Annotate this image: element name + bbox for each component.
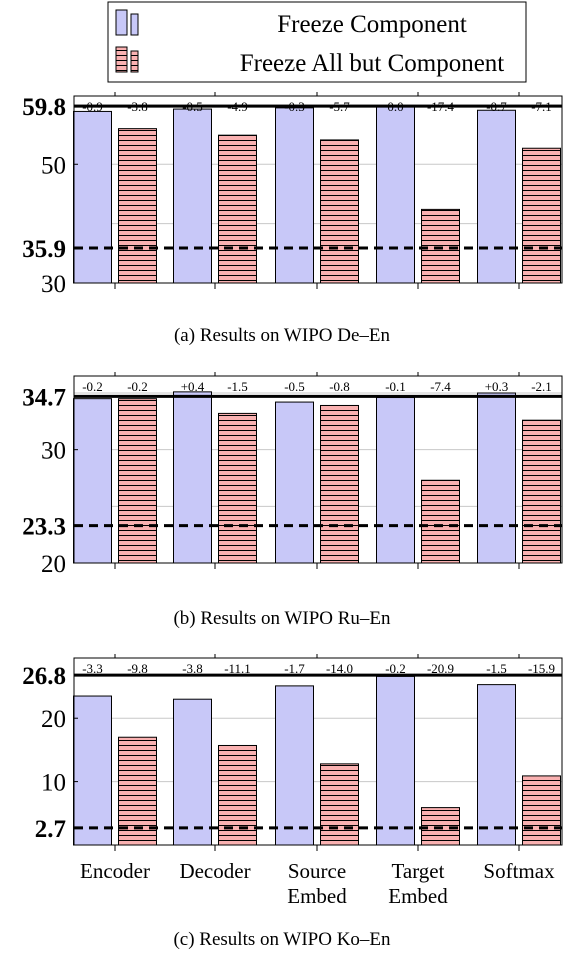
y-tick-label: 20 [41,706,66,733]
x-category-label: Target [392,859,445,883]
legend-label-freeze-component: Freeze Component [277,11,467,38]
data-label: +0.3 [485,379,509,394]
panel-caption: (a) Results on WIPO De–En [174,325,391,346]
panel-caption: (b) Results on WIPO Ru–En [173,608,391,629]
bar-freeze-all-but-component [321,405,359,563]
data-label: -7.4 [430,379,451,394]
y-tick-label: 23.3 [22,514,66,541]
bar-freeze-all-but-component [219,413,257,563]
legend: Freeze Component Freeze All but Componen… [108,2,526,82]
data-label: +0.4 [181,379,205,394]
bar-freeze-component [377,676,415,845]
bar-freeze-all-but-component [119,399,157,563]
y-tick-label: 30 [41,438,66,465]
bar-freeze-component [276,108,314,283]
y-tick-label: 35.9 [22,236,66,263]
bar-freeze-component [276,402,314,563]
bar-freeze-all-but-component [219,745,257,845]
bar-freeze-component [174,109,212,283]
bar-freeze-all-but-component [422,209,460,283]
x-category-label: Decoder [179,859,250,883]
bar-freeze-component [276,686,314,845]
y-tick-label: 26.8 [22,663,66,690]
y-tick-label: 34.7 [22,384,66,411]
legend-label-freeze-all-but-component: Freeze All but Component [240,50,505,77]
x-category-label: Source [288,859,346,883]
legend-swatch-freeze-component [131,14,138,35]
chart-panel-3: -3.3 -9.8 -3.8 -11.1 -1.7 -14.0 -0.2 -20.9 -1.5-… [22,654,562,950]
bar-freeze-component [377,106,415,283]
bar-freeze-component [478,393,516,563]
panel-caption: (c) Results on WIPO Ko–En [173,929,391,950]
data-label: -0.2 [127,379,148,394]
bar-freeze-component [377,398,415,563]
data-label: -0.8 [329,379,350,394]
data-label: -0.1 [385,379,406,394]
y-tick-label: 30 [41,271,66,298]
data-label: -1.5 [227,379,248,394]
data-label: -2.1 [531,379,552,394]
bar-freeze-component [174,392,212,563]
bar-freeze-component [478,685,516,845]
bar-freeze-all-but-component [523,420,561,563]
bar-freeze-all-but-component [523,776,561,845]
y-tick-label: 10 [41,770,66,797]
y-tick-label: 50 [41,152,66,179]
legend-swatch-freeze-all-but-component [131,51,138,72]
x-category-label: Softmax [483,859,555,883]
x-category-label: Encoder [80,859,150,883]
x-category-label: Embed [388,884,448,908]
bar-freeze-component [478,110,516,283]
y-tick-label: 20 [41,551,66,578]
bar-freeze-all-but-component [219,135,257,283]
chart-panel-2: -0.2 -0.2 +0.4 -1.5 -0.5 -0.8 -0.1 -7.4 +0.3 -2.1… [22,372,562,629]
bar-freeze-all-but-component [422,480,460,563]
legend-swatch-freeze-component [116,10,127,35]
bar-freeze-all-but-component [321,764,359,845]
legend-swatch-freeze-all-but-component [116,47,127,72]
chart-panel-1: -0.9-3.8-0.5-4.9-0.3-5.70.0-17.4-0.7-7.1… [22,92,562,346]
bar-freeze-all-but-component [422,808,460,845]
x-category-label: Embed [287,884,347,908]
bar-freeze-component [74,111,112,283]
y-tick-label: 2.7 [35,816,66,843]
bar-freeze-component [74,696,112,845]
bar-freeze-component [174,699,212,845]
bar-freeze-all-but-component [119,129,157,283]
data-label: -0.2 [82,379,103,394]
y-tick-label: 59.8 [22,94,66,121]
bar-freeze-all-but-component [523,148,561,283]
bar-freeze-all-but-component [321,140,359,283]
bar-freeze-component [74,399,112,563]
data-label: -0.5 [284,379,305,394]
